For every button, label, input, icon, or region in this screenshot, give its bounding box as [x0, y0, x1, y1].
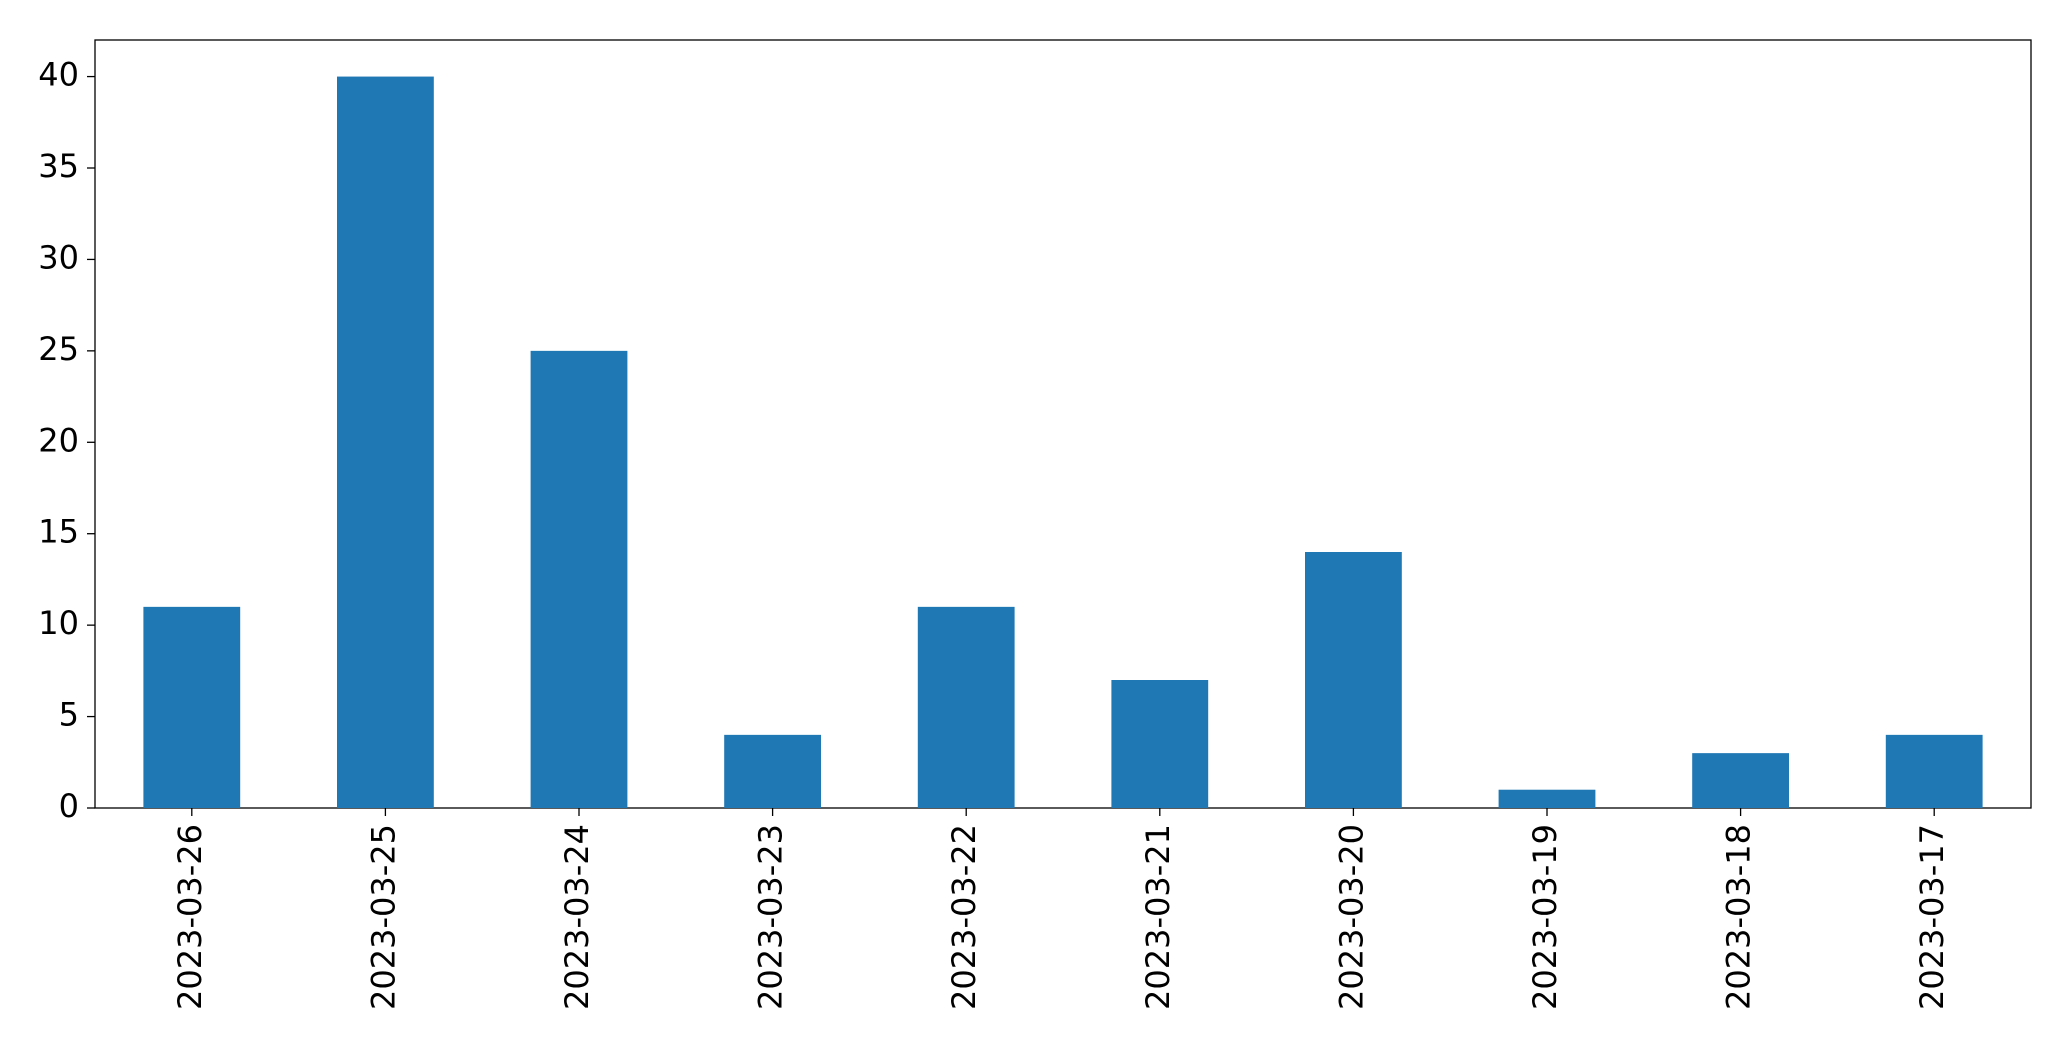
- bar: [337, 76, 434, 809]
- y-tick-label: 5: [59, 696, 79, 734]
- y-tick-label: 25: [38, 330, 79, 368]
- x-tick-label: 2023-03-23: [752, 824, 790, 1010]
- y-tick-label: 0: [59, 787, 79, 825]
- x-tick-label: 2023-03-24: [558, 824, 596, 1010]
- y-tick-label: 10: [38, 604, 79, 642]
- x-tick-label: 2023-03-26: [171, 824, 209, 1010]
- x-tick-label: 2023-03-20: [1332, 824, 1370, 1010]
- x-tick-label: 2023-03-21: [1139, 824, 1177, 1010]
- bar: [1305, 552, 1402, 808]
- x-tick-label: 2023-03-18: [1720, 824, 1758, 1010]
- y-tick-label: 40: [38, 56, 79, 94]
- x-tick-label: 2023-03-17: [1913, 824, 1951, 1010]
- x-tick-label: 2023-03-19: [1526, 824, 1564, 1010]
- bar: [1498, 789, 1596, 808]
- bar: [1111, 680, 1209, 808]
- x-tick-label: 2023-03-22: [945, 824, 983, 1010]
- bar: [917, 606, 1015, 808]
- x-tick-label: 2023-03-25: [364, 824, 402, 1010]
- y-tick-label: 35: [38, 147, 79, 185]
- bar: [143, 606, 241, 808]
- y-tick-label: 20: [38, 421, 79, 459]
- y-tick-label: 30: [38, 238, 79, 276]
- bar: [724, 734, 821, 808]
- axes-frame: [94, 39, 2032, 809]
- bar: [1885, 734, 1983, 808]
- bar: [530, 350, 628, 808]
- bar: [1692, 753, 1789, 808]
- y-tick-label: 15: [38, 513, 79, 551]
